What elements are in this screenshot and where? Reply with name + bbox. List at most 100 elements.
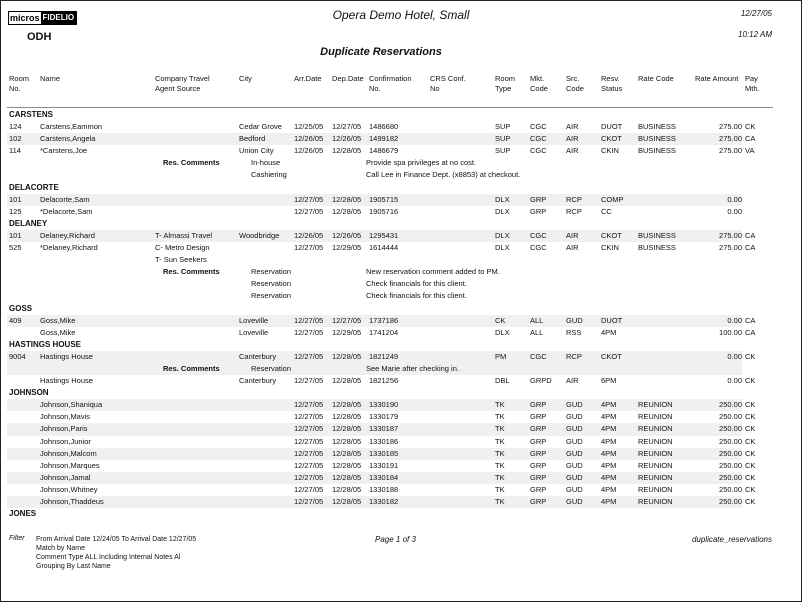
cell-ratecode: REUNION (638, 424, 673, 434)
cell-arr: 12/27/05 (294, 424, 324, 434)
cell-status: CKIN (601, 146, 619, 156)
table-row: 114 *Carstens,Joe Union City 12/26/05 12/28/… (0, 145, 802, 157)
res-comment-row: Cashiering Call Lee in Finance Dept. (x88… (0, 169, 802, 181)
res-comment-row: Res. Comments In-house Provide spa privile… (0, 157, 802, 169)
cell-dep: 12/28/05 (332, 484, 362, 494)
cell-arr: 12/27/05 (294, 327, 324, 337)
group-name: HASTINGS HOUSE (9, 339, 82, 349)
cell-status: CKIN (601, 243, 619, 253)
report-name: duplicate_reservations (691, 535, 772, 544)
cell-conf: 1330191 (369, 460, 399, 470)
cell-rtype: PM (495, 351, 507, 361)
table-row: Johnson,Malcom 12/27/05 12/28/05 1330185 TK G… (0, 447, 802, 460)
col-resv-status: Resv. Status (601, 74, 623, 93)
cell-ratecode: REUNION (638, 460, 673, 470)
cell-arr: 12/27/05 (294, 484, 324, 494)
cell-dep: 12/28/05 (332, 400, 362, 410)
cell-name: Carstens,Angela (40, 134, 96, 144)
cell-dep: 12/28/05 (332, 194, 362, 204)
micros-fidelio-logo: micros FIDELIO (8, 11, 78, 25)
col-confirmation: Confirmation No. (369, 74, 412, 93)
cell-rate-amount: 0.00 (727, 206, 742, 216)
cell-name: Johnson,Mavis (40, 412, 91, 422)
comment-type: Reservation (251, 363, 292, 373)
cell-rate-amount: 250.00 (719, 400, 742, 410)
cell-rtype: DLX (495, 243, 510, 253)
cell-dep: 12/29/05 (332, 327, 362, 337)
col-crs: CRS Conf. No (430, 74, 466, 93)
cell-src: GUD (566, 472, 583, 482)
cell-src: GUD (566, 460, 583, 470)
cell-pay: VA (745, 146, 755, 156)
comment-text: Call Lee in Finance Dept. (x8853) at che… (366, 170, 521, 180)
cell-mkt: CGC (530, 230, 547, 240)
col-src-code: Src. Code (566, 74, 584, 93)
cell-city: Canterbury (239, 376, 277, 386)
reservation-list: CARSTENS 124 Carstens,Eammon Cedar Grove 12/… (0, 109, 802, 520)
cell-status: 4PM (601, 327, 617, 337)
cell-conf: 1737186 (369, 315, 399, 325)
group-name: GOSS (9, 303, 33, 313)
cell-name: Carstens,Eammon (40, 122, 103, 132)
cell-name: Delacorte,Sam (40, 194, 90, 204)
table-row: 125 *Delacorte,Sam 12/27/05 12/28/05 1905716… (0, 206, 802, 218)
cell-pay: CK (745, 460, 756, 470)
cell-name: Johnson,Junior (40, 436, 91, 446)
cell-arr: 12/27/05 (294, 448, 324, 458)
cell-dep: 12/26/05 (332, 230, 362, 240)
cell-status: COMP (601, 194, 624, 204)
cell-status: 4PM (601, 424, 617, 434)
cell-rtype: DBL (495, 376, 510, 386)
cell-ratecode: REUNION (638, 400, 673, 410)
cell-arr: 12/27/05 (294, 472, 324, 482)
cell-mkt: CGC (530, 243, 547, 253)
cell-conf: 1330190 (369, 400, 399, 410)
col-rate-amount: Rate Amount (695, 74, 739, 83)
cell-pay: CK (745, 376, 756, 386)
cell-name: *Delaney,Richard (40, 243, 98, 253)
cell-pay: CK (745, 400, 756, 410)
cell-mkt: ALL (530, 327, 544, 337)
table-row-continuation: T- Sun Seekers (0, 254, 802, 266)
col-city: City (239, 74, 252, 83)
cell-conf: 1330184 (369, 472, 399, 482)
cell-rate-amount: 275.00 (719, 134, 742, 144)
cell-room: 102 (9, 134, 22, 144)
cell-dep: 12/28/05 (332, 376, 362, 386)
comment-text: Check financials for this client. (366, 279, 467, 289)
cell-room: 9004 (9, 351, 26, 361)
cell-arr: 12/27/05 (294, 194, 324, 204)
table-row: 525 *Delaney,Richard C- Metro Design 12/27/… (0, 242, 802, 254)
comment-text: See Marie after checking in. (366, 363, 459, 373)
cell-rtype: CK (495, 315, 506, 325)
cell-status: 4PM (601, 472, 617, 482)
cell-mkt: GRP (530, 497, 547, 506)
col-arr-date: Arr.Date (294, 74, 322, 83)
cell-name: Johnson,Thaddeus (40, 497, 104, 506)
table-row: Hastings House Canterbury 12/27/05 12/28/05… (0, 375, 802, 387)
cell-rtype: TK (495, 424, 505, 434)
cell-rtype: DLX (495, 230, 510, 240)
cell-mkt: CGC (530, 146, 547, 156)
cell-pay: CK (745, 351, 756, 361)
cell-rate-amount: 250.00 (719, 412, 742, 422)
cell-dep: 12/28/05 (332, 472, 362, 482)
cell-name: Goss,Mike (40, 327, 76, 337)
table-row: Johnson,Whitney 12/27/05 12/28/05 1330188 TK… (0, 484, 802, 496)
cell-rtype: TK (495, 436, 505, 446)
cell-pay: CK (745, 436, 756, 446)
cell-rtype: TK (495, 412, 505, 422)
cell-name: Johnson,Paris (40, 424, 88, 434)
cell-src: GUD (566, 412, 583, 422)
cell-room: 409 (9, 315, 22, 325)
cell-rtype: DLX (495, 194, 510, 204)
table-row: 102 Carstens,Angela Bedford 12/26/05 12/26/0… (0, 133, 802, 146)
table-row: 101 Delaney,Richard T- Almassi Travel Woodb… (0, 229, 802, 243)
cell-rate-amount: 250.00 (719, 472, 742, 482)
table-row: 124 Carstens,Eammon Cedar Grove 12/25/05 12/… (0, 121, 802, 133)
cell-rate-amount: 275.00 (719, 230, 742, 240)
filter-line: Grouping By Last Name (36, 563, 111, 570)
cell-pay: CA (745, 327, 756, 337)
cell-arr: 12/27/05 (294, 400, 324, 410)
cell-pay: CA (745, 315, 756, 325)
